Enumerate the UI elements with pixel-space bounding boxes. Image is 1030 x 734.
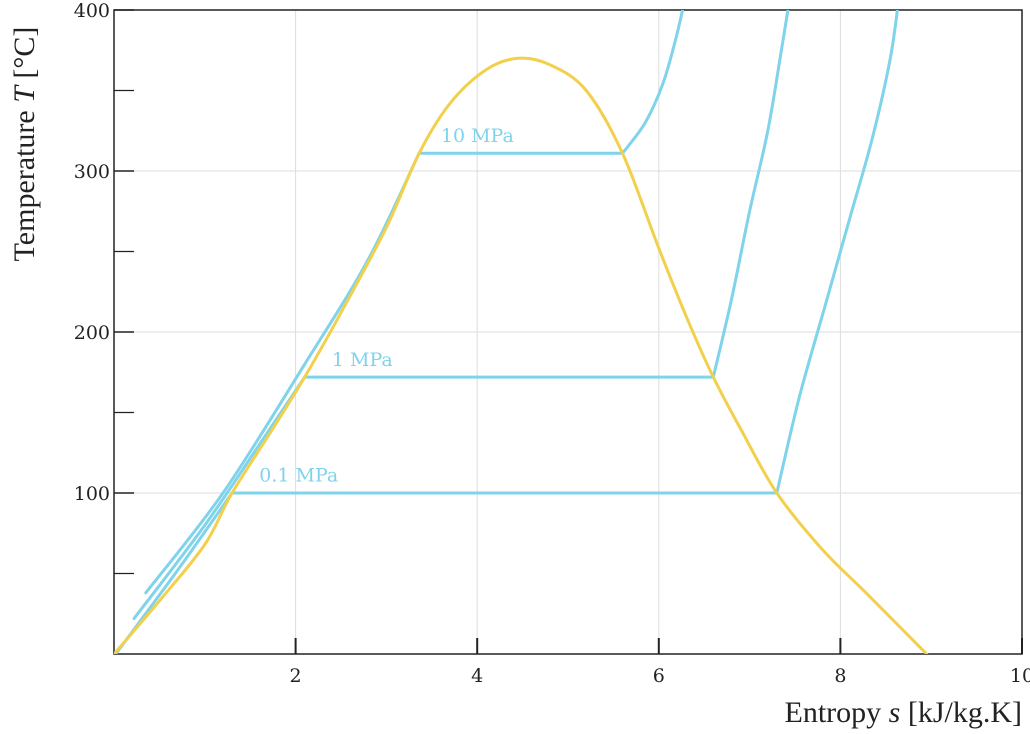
isobar-line-p1 bbox=[132, 10, 790, 621]
curves bbox=[114, 10, 929, 654]
y-tick-label: 400 bbox=[74, 0, 110, 22]
y-tick-label: 300 bbox=[74, 161, 110, 183]
x-tick-label: 8 bbox=[834, 665, 846, 687]
x-tick-label: 6 bbox=[653, 665, 665, 687]
saturation-dome-line bbox=[114, 56, 929, 654]
grid bbox=[114, 10, 1022, 654]
isobar-line-p01 bbox=[114, 10, 899, 654]
isobar-label: 0.1 MPa bbox=[259, 465, 338, 487]
isobar-label: 10 MPa bbox=[441, 125, 514, 147]
x-axis-title: Entropy s [kJ/kg.K] bbox=[785, 696, 1023, 729]
isobar-label: 1 MPa bbox=[332, 349, 393, 371]
y-tick-label: 100 bbox=[74, 483, 110, 505]
x-tick-label: 2 bbox=[290, 665, 302, 687]
labels: 10 MPa 1 MPa 0.1 MPa bbox=[259, 125, 514, 487]
x-tick-label: 4 bbox=[471, 665, 483, 687]
y-axis-title: Temperature T [°C] bbox=[8, 27, 41, 262]
axes: 2 4 6 8 10 100 200 300 400 bbox=[74, 0, 1030, 687]
y-tick-label: 200 bbox=[74, 322, 110, 344]
x-tick-label: 10 bbox=[1010, 665, 1030, 687]
